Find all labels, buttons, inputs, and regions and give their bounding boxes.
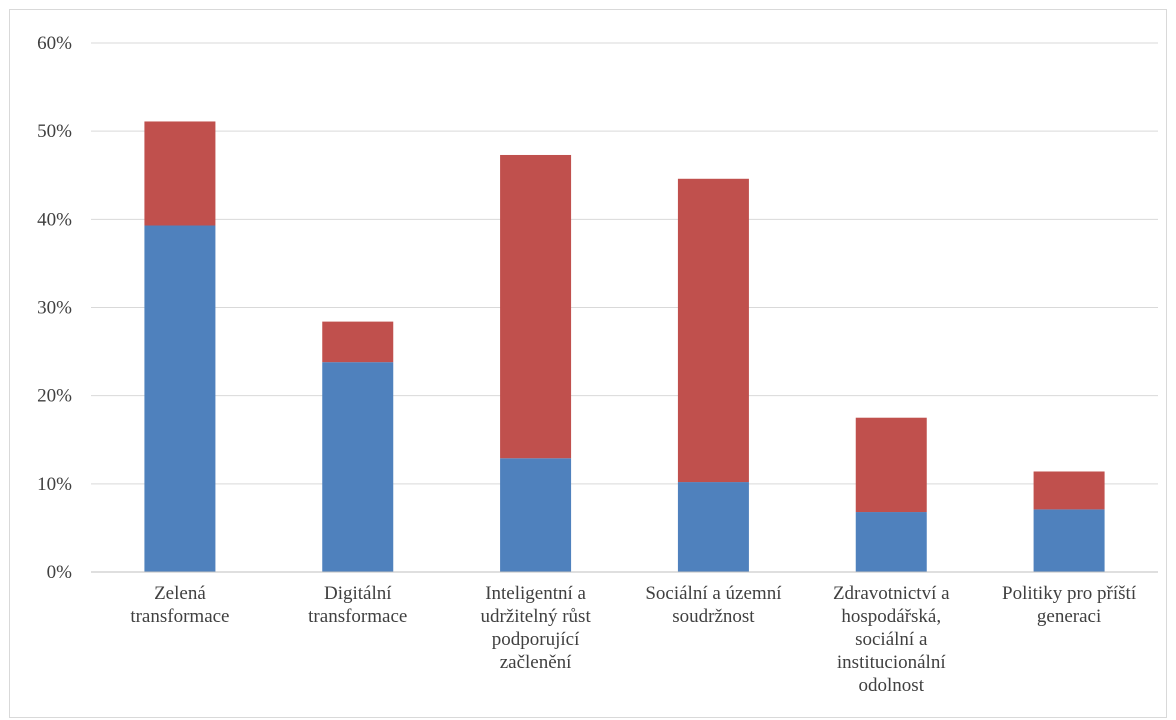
y-tick-label: 0% [47, 562, 73, 583]
bar-segment-series-2 [322, 321, 394, 363]
chart-frame: 0% 10% 20% 30% 40% 50% 60% Zelená transformace Di… [9, 9, 1167, 718]
x-category-label: Sociální a územní soudržnost [645, 583, 782, 627]
bar-segment-series-1 [855, 512, 927, 572]
x-category-label: Zelená transformace [130, 583, 229, 627]
bar-segment-series-1 [677, 482, 749, 572]
bars [144, 121, 1105, 572]
bar-segment-series-1 [144, 225, 216, 572]
x-category-label: Digitální transformace [308, 583, 407, 627]
bar-segment-series-2 [1033, 471, 1105, 510]
bar-segment-series-2 [500, 154, 572, 459]
x-category-label: Politiky pro příští generaci [1002, 583, 1137, 627]
y-tick-label: 20% [37, 386, 72, 407]
x-category-label: Inteligentní a udržitelný růst podporující… [480, 583, 591, 673]
labels: 0% 10% 20% 30% 40% 50% 60% Zelená transformace Di… [37, 33, 1137, 696]
y-tick-label: 10% [37, 474, 72, 495]
y-tick-label: 40% [37, 209, 72, 230]
bar-segment-series-1 [322, 362, 394, 572]
stacked-bar-chart: 0% 10% 20% 30% 40% 50% 60% Zelená transformace Di… [37, 33, 1158, 696]
x-category-label: Zdravotnictví a hospodářská, sociální a ins… [833, 583, 950, 696]
bar-segment-series-2 [855, 417, 927, 513]
bar-segment-series-2 [677, 178, 749, 483]
bar-segment-series-1 [1033, 509, 1105, 572]
y-tick-label: 30% [37, 298, 72, 319]
bar-segment-series-2 [144, 121, 216, 226]
gridlines [91, 42, 1158, 485]
bar-segment-series-1 [500, 458, 572, 572]
y-tick-label: 50% [37, 121, 72, 142]
y-tick-label: 60% [37, 33, 72, 54]
